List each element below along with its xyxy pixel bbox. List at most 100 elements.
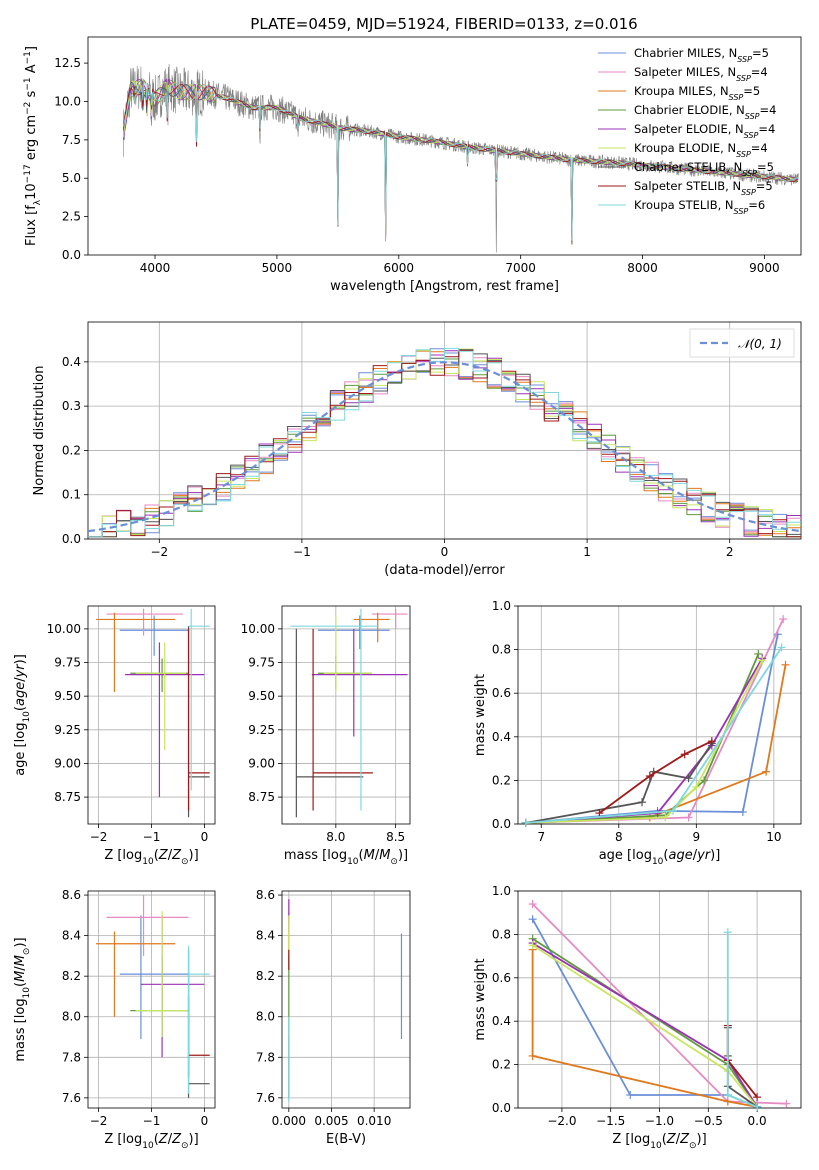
y-tick-label: 8.0 — [62, 1010, 81, 1024]
y-tick-label: 10.0 — [54, 94, 81, 108]
legend-sub: SSP — [737, 55, 752, 64]
legend-sub: SSP — [736, 150, 751, 159]
panel-mass-vs-z: −2 −1 07.67.88.08.28.48.6Z [log10(Z/Z⊙)]ma… — [13, 888, 216, 1151]
label-part: mass [log — [13, 998, 28, 1061]
y-tick-label: 0.6 — [492, 971, 511, 985]
x-tick-label: 7000 — [505, 261, 536, 275]
weight-line-2 — [531, 949, 758, 1108]
label-part: ( — [663, 848, 668, 863]
label-part: 10 — [142, 1141, 154, 1151]
model-spectrum-5 — [122, 80, 799, 246]
legend-count: =5 — [757, 160, 774, 174]
label-part: Z — [666, 1132, 677, 1147]
y-axis-label: mass [log10(M/M⊙)] — [13, 937, 32, 1061]
label-part: ( — [154, 848, 159, 863]
label-part: erg cm — [24, 115, 39, 164]
label-part: A — [24, 64, 39, 77]
x-tick-label: 0.000 — [272, 1114, 306, 1128]
x-tick-label: 8 — [615, 830, 623, 844]
label-part: −1 — [23, 51, 33, 64]
x-tick-label: 8000 — [627, 261, 658, 275]
legend-label: Kroupa MILES, NSSP=5 — [634, 84, 760, 102]
y-tick-label: 0.4 — [492, 730, 511, 744]
y-tick-label: 8.4 — [256, 929, 275, 943]
y-tick-label: 8.2 — [62, 969, 81, 983]
legend-sub: SSP — [742, 169, 757, 178]
label-part: / — [168, 848, 173, 863]
y-tick-label: 9.25 — [54, 723, 81, 737]
x-tick-label: 0.010 — [357, 1114, 391, 1128]
axes-frame — [87, 605, 216, 825]
y-tick-label: 5.0 — [62, 171, 81, 185]
x-tick-label: 6000 — [384, 261, 415, 275]
legend-label: Salpeter ELODIE, NSSP=4 — [634, 122, 775, 140]
x-tick-label: −0.5 — [694, 1114, 723, 1128]
label-part: Z — [679, 1132, 690, 1147]
label-part: 10 — [347, 857, 359, 867]
label-part: ⊙ — [689, 1141, 697, 1151]
legend-count: =4 — [751, 65, 768, 79]
x-tick-label: −1 — [143, 830, 161, 844]
x-tick-label: 0.005 — [314, 1114, 348, 1128]
x-tick-label: 9 — [693, 830, 701, 844]
y-tick-label: 0.2 — [492, 773, 511, 787]
y-tick-label: 0.6 — [492, 686, 511, 700]
axes-frame — [87, 36, 802, 256]
y-tick-label: 9.75 — [248, 656, 275, 670]
legend-box — [689, 328, 795, 358]
x-tick-label: 5000 — [262, 261, 293, 275]
label-part: −2 — [23, 102, 33, 115]
figure-title: PLATE=0459, MJD=51924, FIBERID=0133, z=0… — [250, 15, 637, 33]
legend-name: Salpeter ELODIE, N — [634, 122, 744, 136]
legend-name: Chabrier MILES, N — [634, 46, 737, 60]
legend-count: =6 — [748, 198, 765, 212]
label-part: mass [log — [284, 848, 347, 863]
label-part: )] — [13, 937, 28, 947]
legend-name: Salpeter STELIB, N — [634, 179, 741, 193]
label-part: )] — [398, 848, 408, 863]
y-tick-label: 7.8 — [256, 1050, 275, 1064]
y-axis-label: age [log10(age/yr)] — [13, 654, 32, 776]
label-part: Flux [f — [24, 205, 39, 246]
label-part: 10 — [22, 711, 32, 723]
x-tick-label: 8.5 — [386, 830, 405, 844]
label-part: M — [364, 848, 375, 863]
x-tick-label: 4000 — [140, 261, 171, 275]
y-tick-label: 0.8 — [492, 643, 511, 657]
x-tick-label: 1 — [583, 545, 591, 559]
weight-line-0 — [525, 634, 779, 824]
x-axis-label: E(B-V) — [326, 1132, 366, 1147]
y-tick-label: 0.8 — [492, 927, 511, 941]
y-tick-label: 10.00 — [47, 622, 81, 636]
label-part: Z — [158, 848, 169, 863]
y-tick-label: 0.4 — [62, 355, 81, 369]
x-tick-label: 0 — [441, 545, 449, 559]
x-tick-label: −1 — [293, 545, 311, 559]
weight-line-8 — [726, 932, 758, 1108]
y-tick-label: 9.00 — [54, 756, 81, 770]
label-part: M — [13, 971, 28, 982]
y-tick-label: 7.8 — [62, 1050, 81, 1064]
x-tick-label: −2 — [90, 1114, 108, 1128]
legend-label: Chabrier MILES, NSSP=5 — [634, 46, 769, 64]
y-tick-label: 0.0 — [492, 817, 511, 831]
weight-line-7 — [598, 740, 713, 814]
label-part: age — [668, 848, 692, 863]
y-tick-label: 8.4 — [62, 929, 81, 943]
x-tick-label: −2 — [90, 830, 108, 844]
label-part: 10 — [650, 1141, 662, 1151]
weight-line-3 — [525, 653, 760, 824]
label-part: Z — [158, 1132, 169, 1147]
legend-count: =4 — [758, 122, 775, 136]
y-tick-label: 9.75 — [54, 656, 81, 670]
x-tick-label: 8.0 — [326, 830, 345, 844]
x-axis-label: Z [log10(Z/Z⊙)] — [104, 848, 198, 867]
label-part: −1 — [23, 77, 33, 90]
label-part: ( — [13, 706, 28, 711]
y-tick-label: 0.2 — [492, 1058, 511, 1072]
model-spectrum-8 — [122, 82, 799, 241]
x-axis-label: age [log10(age/yr)] — [599, 848, 721, 867]
